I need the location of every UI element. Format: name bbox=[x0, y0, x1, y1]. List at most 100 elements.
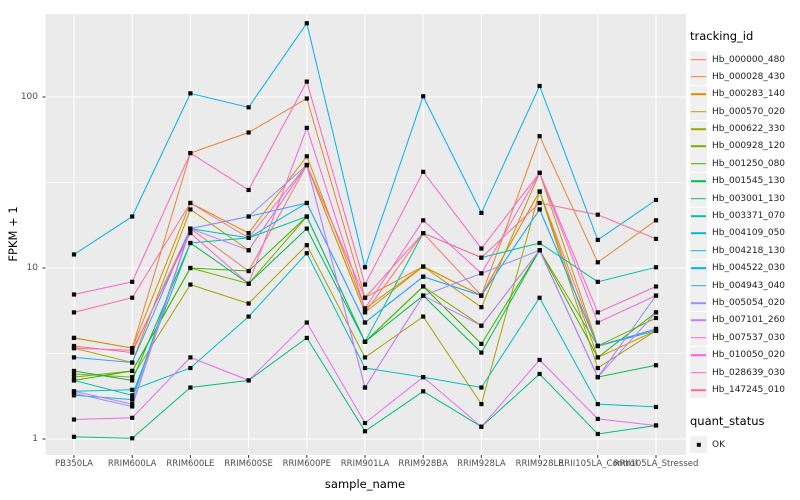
data-point-marker bbox=[130, 368, 135, 374]
data-point-marker bbox=[537, 189, 542, 194]
data-point-marker bbox=[653, 315, 659, 321]
legend-swatch bbox=[690, 68, 707, 86]
ok-point-swatch bbox=[690, 436, 707, 454]
data-point-marker bbox=[479, 424, 484, 429]
data-point-marker bbox=[188, 355, 193, 360]
data-point-marker bbox=[653, 363, 659, 368]
legend-swatch bbox=[690, 381, 707, 399]
x-tick-label: RRIM928BA bbox=[398, 459, 448, 469]
data-point-marker bbox=[421, 284, 426, 289]
data-point-marker bbox=[362, 320, 368, 325]
legend-swatch bbox=[690, 51, 707, 68]
y-axis-title: FPKM + 1 bbox=[6, 206, 20, 262]
legend-title: tracking_id bbox=[690, 29, 754, 43]
line-swatch-icon bbox=[691, 58, 706, 61]
legend-item: Hb_001545_130 bbox=[690, 172, 800, 190]
data-point-marker bbox=[188, 240, 193, 246]
data-point-marker bbox=[653, 293, 659, 298]
data-point-marker bbox=[537, 248, 542, 253]
legend-label: Hb_007537_030 bbox=[712, 332, 786, 343]
legend-label: Hb_000000_480 bbox=[712, 54, 786, 65]
data-point-marker bbox=[304, 251, 309, 256]
data-point-marker bbox=[246, 248, 251, 253]
data-point-marker bbox=[479, 246, 484, 251]
data-point-marker bbox=[653, 404, 659, 410]
data-point-marker bbox=[479, 385, 484, 390]
legend-label: Hb_000570_020 bbox=[712, 106, 786, 117]
legend-item: Hb_004218_130 bbox=[690, 242, 800, 260]
data-point-marker bbox=[653, 310, 659, 315]
legend-label: Hb_000283_140 bbox=[712, 89, 786, 100]
legend-item: Hb_004109_050 bbox=[690, 224, 800, 242]
data-point-marker bbox=[130, 378, 135, 383]
data-point-marker bbox=[304, 200, 309, 206]
data-point-marker bbox=[246, 378, 251, 383]
data-point-marker bbox=[479, 401, 484, 407]
data-point-marker bbox=[479, 271, 484, 276]
data-point-marker bbox=[537, 207, 542, 212]
legend-swatch bbox=[690, 294, 707, 312]
legend: tracking_id Hb_000000_480 Hb_000028_430 Hb… bbox=[690, 29, 800, 454]
data-point-marker bbox=[362, 385, 368, 390]
data-point-marker bbox=[71, 371, 77, 377]
data-point-marker bbox=[595, 401, 600, 407]
data-point-marker bbox=[362, 282, 368, 287]
data-point-marker bbox=[246, 235, 251, 240]
data-point-marker bbox=[130, 350, 135, 355]
data-point-marker bbox=[188, 282, 193, 287]
data-point-marker bbox=[421, 218, 426, 223]
line-swatch-icon bbox=[691, 163, 706, 165]
legend-swatch bbox=[690, 224, 707, 242]
line-swatch-icon bbox=[691, 267, 706, 269]
legend-item: Hb_000622_330 bbox=[690, 120, 800, 138]
data-point-marker bbox=[304, 125, 309, 130]
data-point-marker bbox=[130, 346, 135, 351]
square-marker-icon bbox=[696, 442, 701, 448]
data-point-marker bbox=[479, 350, 484, 355]
x-tick-label: RRIM600LA bbox=[107, 459, 157, 469]
data-point-marker bbox=[595, 343, 600, 349]
legend-swatch bbox=[690, 311, 707, 329]
legend-item: Hb_000570_020 bbox=[690, 103, 800, 121]
data-point-marker bbox=[71, 292, 77, 297]
data-point-marker bbox=[479, 323, 484, 328]
data-point-marker bbox=[362, 265, 368, 270]
legend-swatch bbox=[690, 346, 707, 364]
data-point-marker bbox=[421, 230, 426, 236]
data-point-marker bbox=[71, 346, 77, 351]
data-point-marker bbox=[188, 265, 193, 271]
legend-label: Hb_004109_050 bbox=[712, 228, 786, 239]
legend-item: Hb_028639_030 bbox=[690, 364, 800, 382]
data-point-marker bbox=[362, 306, 368, 311]
data-point-marker bbox=[537, 295, 542, 300]
data-point-marker bbox=[130, 436, 135, 441]
line-swatch-icon bbox=[691, 145, 706, 148]
legend-item: Hb_147245_010 bbox=[690, 381, 800, 399]
data-point-marker bbox=[130, 415, 135, 420]
data-point-marker bbox=[653, 218, 659, 223]
legend-item: Hb_010050_020 bbox=[690, 346, 800, 364]
data-point-marker bbox=[653, 328, 659, 333]
data-point-marker bbox=[479, 293, 484, 298]
x-tick-label: RRIM600LE bbox=[166, 459, 215, 469]
data-point-marker bbox=[130, 401, 135, 407]
legend-label: Hb_004522_030 bbox=[712, 263, 786, 274]
x-tick-label: RRIM928LA bbox=[457, 459, 506, 469]
x-tick-label: RRIM901LA bbox=[340, 459, 390, 469]
data-point-marker bbox=[653, 265, 659, 270]
y-tick-label: 100 bbox=[20, 91, 38, 102]
data-point-marker bbox=[537, 357, 542, 363]
data-point-marker bbox=[537, 200, 542, 206]
line-swatch-icon bbox=[691, 389, 706, 391]
data-point-marker bbox=[421, 169, 426, 174]
data-point-marker bbox=[304, 162, 309, 168]
legend-item: Hb_001250_080 bbox=[690, 155, 800, 173]
legend-item: Hb_000283_140 bbox=[690, 85, 800, 103]
data-point-marker bbox=[595, 320, 600, 325]
legend-label: Hb_147245_010 bbox=[712, 384, 786, 395]
data-point-marker bbox=[421, 264, 426, 269]
data-point-marker bbox=[595, 431, 600, 437]
data-point-marker bbox=[71, 434, 77, 439]
x-axis-title: sample_name bbox=[324, 477, 406, 491]
